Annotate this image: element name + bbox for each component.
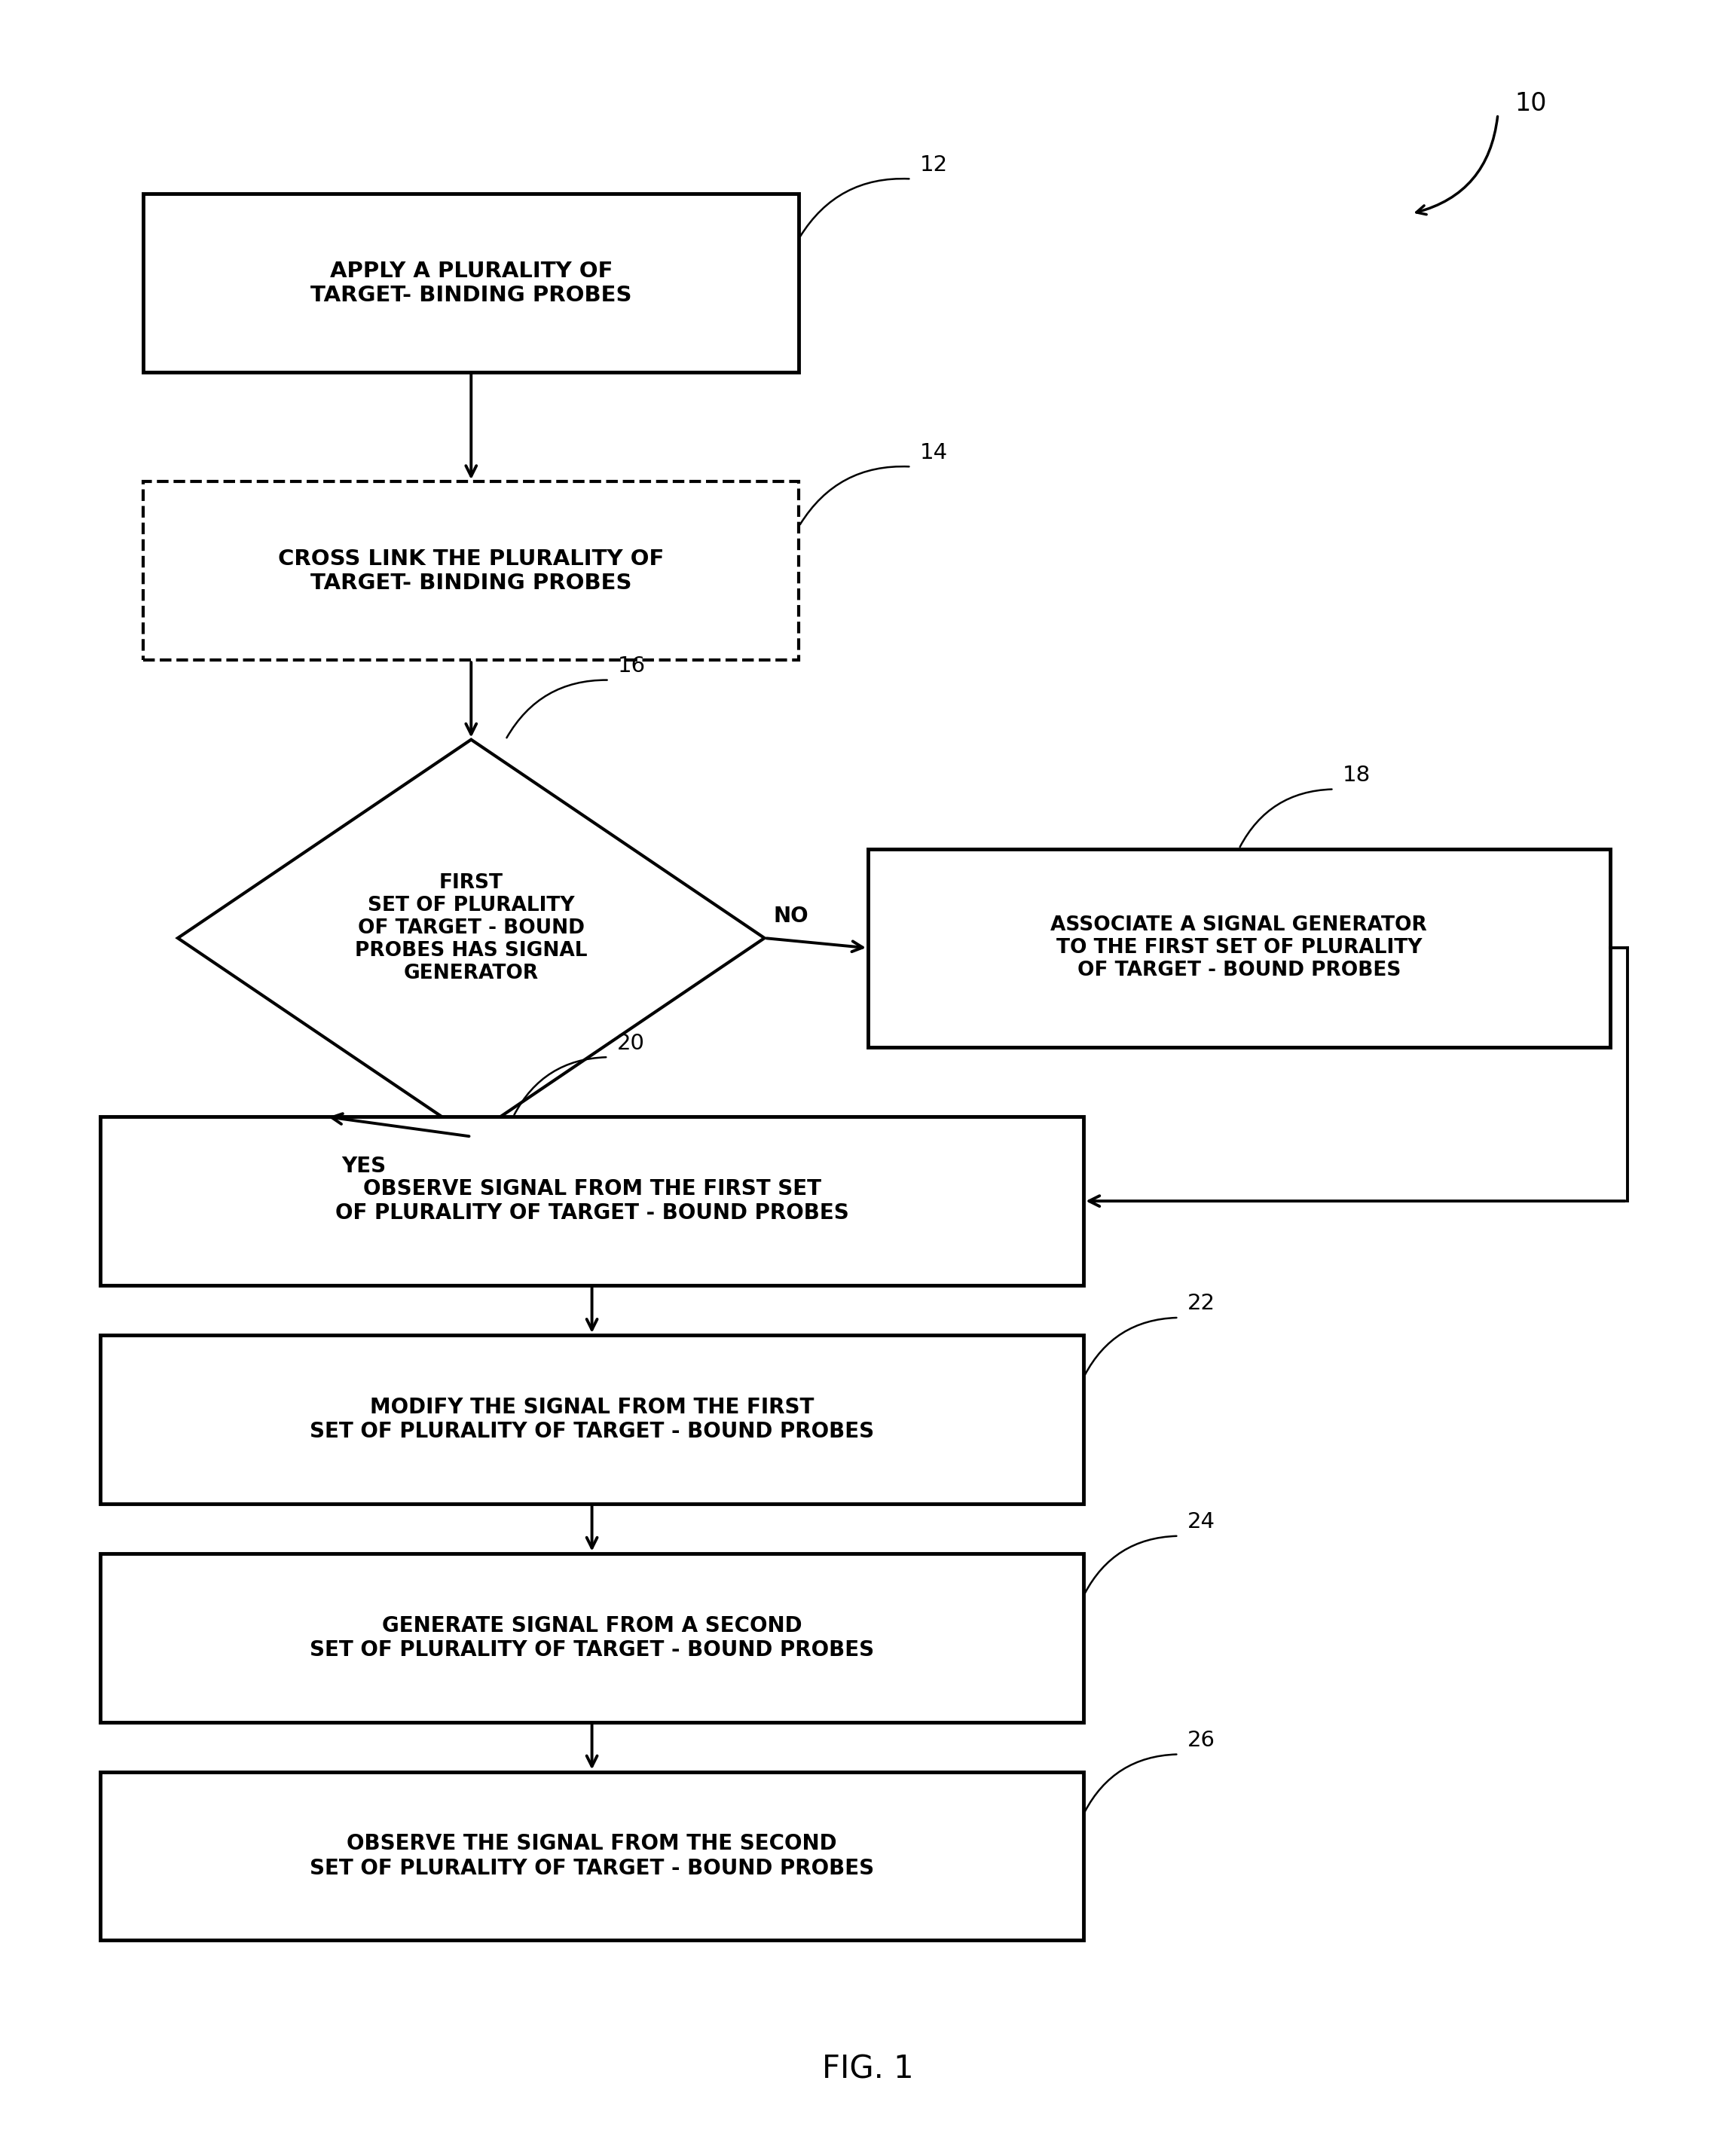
Text: 16: 16: [618, 655, 646, 676]
Text: OBSERVE SIGNAL FROM THE FIRST SET
OF PLURALITY OF TARGET - BOUND PROBES: OBSERVE SIGNAL FROM THE FIRST SET OF PLU…: [335, 1178, 849, 1223]
FancyBboxPatch shape: [144, 482, 799, 661]
Text: 14: 14: [920, 442, 948, 463]
Text: FIRST
SET OF PLURALITY
OF TARGET - BOUND
PROBES HAS SIGNAL
GENERATOR: FIRST SET OF PLURALITY OF TARGET - BOUND…: [354, 872, 587, 982]
FancyBboxPatch shape: [101, 1553, 1083, 1721]
Text: 12: 12: [920, 155, 948, 174]
Text: OBSERVE THE SIGNAL FROM THE SECOND
SET OF PLURALITY OF TARGET - BOUND PROBES: OBSERVE THE SIGNAL FROM THE SECOND SET O…: [309, 1833, 875, 1878]
FancyBboxPatch shape: [101, 1116, 1083, 1286]
Text: APPLY A PLURALITY OF
TARGET- BINDING PROBES: APPLY A PLURALITY OF TARGET- BINDING PRO…: [311, 261, 632, 306]
FancyBboxPatch shape: [101, 1771, 1083, 1941]
Text: GENERATE SIGNAL FROM A SECOND
SET OF PLURALITY OF TARGET - BOUND PROBES: GENERATE SIGNAL FROM A SECOND SET OF PLU…: [309, 1616, 875, 1661]
FancyBboxPatch shape: [101, 1335, 1083, 1503]
Text: 22: 22: [1187, 1292, 1215, 1314]
Text: 24: 24: [1187, 1512, 1215, 1531]
Text: 20: 20: [616, 1032, 644, 1053]
Text: ASSOCIATE A SIGNAL GENERATOR
TO THE FIRST SET OF PLURALITY
OF TARGET - BOUND PRO: ASSOCIATE A SIGNAL GENERATOR TO THE FIRS…: [1050, 915, 1427, 980]
Text: NO: NO: [773, 905, 809, 926]
FancyBboxPatch shape: [144, 194, 799, 373]
Text: CROSS LINK THE PLURALITY OF
TARGET- BINDING PROBES: CROSS LINK THE PLURALITY OF TARGET- BIND…: [278, 547, 665, 595]
Text: 10: 10: [1516, 90, 1547, 116]
Text: 26: 26: [1187, 1730, 1215, 1751]
Text: 18: 18: [1342, 765, 1371, 786]
Text: FIG. 1: FIG. 1: [823, 2053, 913, 2085]
Polygon shape: [177, 739, 764, 1137]
Text: MODIFY THE SIGNAL FROM THE FIRST
SET OF PLURALITY OF TARGET - BOUND PROBES: MODIFY THE SIGNAL FROM THE FIRST SET OF …: [309, 1396, 875, 1443]
FancyBboxPatch shape: [868, 849, 1609, 1047]
Text: YES: YES: [342, 1157, 387, 1176]
